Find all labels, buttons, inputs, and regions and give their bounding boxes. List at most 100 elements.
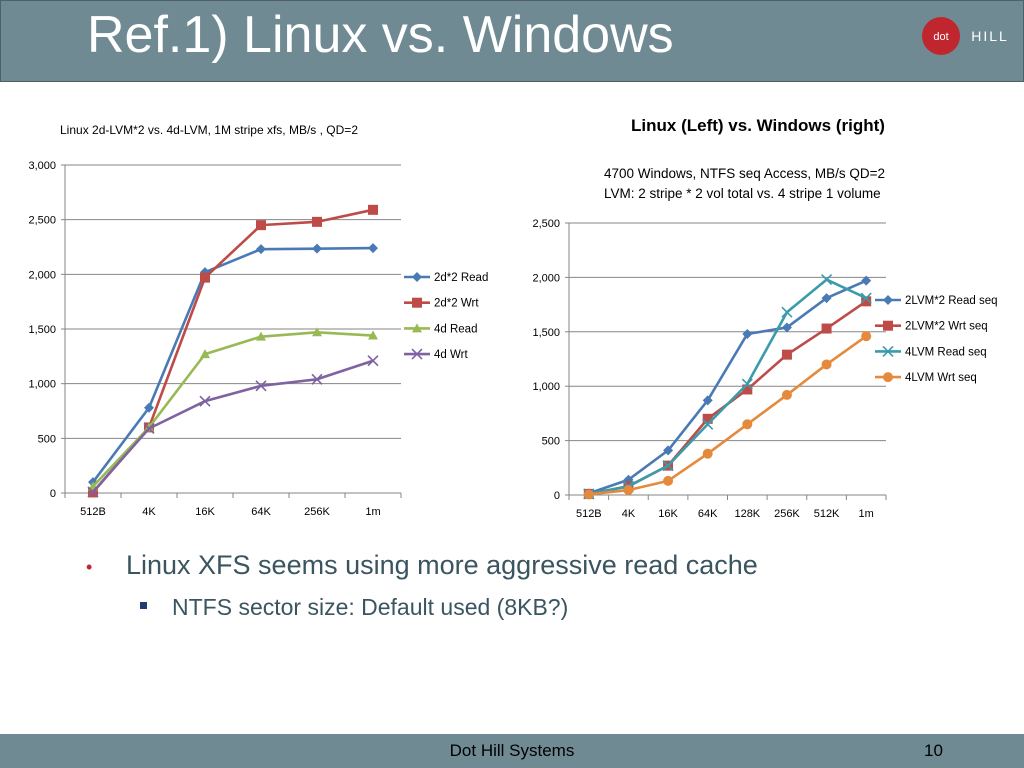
series-line xyxy=(91,246,374,483)
title-bar: Ref.1) Linux vs. Windows dot HILL xyxy=(0,0,1024,82)
data-point xyxy=(312,327,322,337)
x-tick-label: 512B xyxy=(576,508,602,520)
svg-text:HILL: HILL xyxy=(971,28,1009,44)
data-point xyxy=(256,220,266,231)
x-tick-label: 64K xyxy=(698,508,718,520)
series-line xyxy=(92,359,374,493)
series-line xyxy=(92,208,374,494)
data-point xyxy=(742,419,753,430)
y-tick-label: 500 xyxy=(38,433,56,445)
x-tick-label: 512K xyxy=(814,508,840,520)
y-tick-label: 1,000 xyxy=(532,381,560,393)
y-tick-label: 1,000 xyxy=(28,379,56,391)
data-point xyxy=(861,275,872,286)
x-tick-label: 16K xyxy=(195,506,215,518)
data-point xyxy=(662,460,674,472)
x-tick-label: 1m xyxy=(859,508,874,520)
data-point xyxy=(87,486,99,498)
data-point xyxy=(821,293,832,304)
dot-hill-logo: dot HILL xyxy=(922,17,1009,55)
data-point xyxy=(861,331,872,342)
legend-marker xyxy=(411,348,423,360)
chart-title: LVM: 2 stripe * 2 vol total vs. 4 stripe… xyxy=(604,186,881,201)
x-tick-label: 64K xyxy=(251,506,271,518)
data-point xyxy=(623,485,634,496)
svg-text:dot: dot xyxy=(933,31,948,43)
y-tick-label: 500 xyxy=(542,436,560,448)
windows-throughput-chart: 4700 Windows, NTFS seq Access, MB/s QD=2… xyxy=(532,166,997,520)
legend-label: 2d*2 Read xyxy=(434,272,488,284)
data-point xyxy=(311,373,323,385)
chart-title: 4700 Windows, NTFS seq Access, MB/s QD=2 xyxy=(604,166,885,181)
data-point xyxy=(144,402,154,413)
legend-label: 2LVM*2 Wrt seq xyxy=(905,321,988,333)
data-point xyxy=(368,204,378,215)
legend-label: 2LVM*2 Read seq xyxy=(905,295,997,307)
data-point xyxy=(702,418,714,430)
data-point xyxy=(820,274,833,286)
data-point xyxy=(256,244,266,255)
data-point xyxy=(741,378,753,390)
legend-label: 4LVM Read seq xyxy=(905,346,987,358)
data-point xyxy=(702,413,713,424)
y-tick-label: 2,500 xyxy=(28,215,56,227)
data-point xyxy=(663,475,674,486)
data-point xyxy=(781,306,793,318)
x-tick-label: 1m xyxy=(365,506,380,518)
data-point xyxy=(742,384,753,395)
data-point xyxy=(860,292,872,304)
data-point xyxy=(583,489,594,500)
data-point xyxy=(312,243,322,254)
y-tick-label: 1,500 xyxy=(28,324,56,336)
linux-throughput-chart: Linux 2d-LVM*2 vs. 4d-LVM, 1M stripe xfs… xyxy=(28,123,488,518)
x-tick-label: 256K xyxy=(304,506,330,518)
data-point xyxy=(143,422,155,435)
slide-title: Ref.1) Linux vs. Windows xyxy=(87,6,674,64)
footer-bar: Dot Hill Systems 10 xyxy=(0,734,1024,768)
data-point xyxy=(255,380,267,392)
page-number: 10 xyxy=(924,741,943,760)
footer-company: Dot Hill Systems xyxy=(449,741,575,760)
x-tick-label: 256K xyxy=(774,508,800,520)
square-bullet-icon xyxy=(140,602,147,609)
legend-label: 2d*2 Wrt xyxy=(434,298,479,310)
legend-marker xyxy=(412,323,422,333)
data-point xyxy=(821,323,832,334)
y-tick-label: 3,000 xyxy=(28,160,56,172)
data-point xyxy=(312,216,322,227)
data-point xyxy=(368,243,378,254)
data-point xyxy=(663,445,674,456)
chart-title: Linux 2d-LVM*2 vs. 4d-LVM, 1M stripe xfs… xyxy=(60,123,358,137)
sub-bullet-text: NTFS sector size: Default used (8KB?) xyxy=(172,594,569,620)
y-tick-label: 2,000 xyxy=(532,272,560,284)
comparison-heading: Linux (Left) vs. Windows (right) xyxy=(631,116,885,135)
data-point xyxy=(367,355,379,367)
y-tick-label: 1,500 xyxy=(532,327,560,339)
series-line xyxy=(588,335,867,496)
legend-marker xyxy=(883,372,893,383)
data-point xyxy=(200,349,210,359)
data-point xyxy=(199,395,211,407)
legend-label: 4LVM Wrt seq xyxy=(905,372,977,384)
data-point xyxy=(781,349,792,360)
legend-marker xyxy=(882,345,894,357)
x-tick-label: 128K xyxy=(734,508,760,520)
y-tick-label: 2,500 xyxy=(532,218,560,230)
legend-label: 4d Wrt xyxy=(434,349,468,361)
data-point xyxy=(742,328,753,339)
bullet-dot-icon: • xyxy=(86,557,93,577)
data-point xyxy=(781,322,792,333)
series-line xyxy=(588,279,867,495)
series-line xyxy=(588,278,867,496)
legend-marker xyxy=(883,320,893,331)
data-point xyxy=(861,296,872,307)
y-tick-label: 0 xyxy=(554,490,560,502)
series-line xyxy=(92,330,374,488)
x-tick-label: 4K xyxy=(142,506,156,518)
legend-marker xyxy=(883,295,893,305)
y-tick-label: 0 xyxy=(50,488,56,500)
data-point xyxy=(144,422,154,432)
x-tick-label: 512B xyxy=(80,506,106,518)
data-point xyxy=(821,359,832,370)
data-point xyxy=(368,330,378,340)
